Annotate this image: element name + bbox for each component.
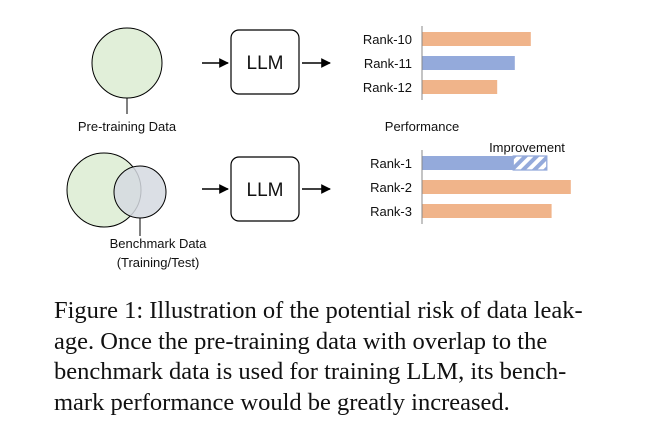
bottom-ranking-chart: Rank-1 Rank-2 Rank-3: [370, 155, 571, 219]
top-rank-bar: [422, 56, 515, 70]
caption-line-4: mark performance would be greatly increa…: [54, 388, 510, 416]
top-row: Pre-training Data LLM Rank-10Rank-11Rank…: [78, 26, 531, 134]
top-llm-label: LLM: [247, 53, 284, 74]
bottom-llm-label: LLM: [247, 180, 284, 201]
improvement-label: Improvement: [489, 140, 565, 155]
bottom-row: Benchmark Data (Training/Test) LLM Impro…: [66, 140, 571, 270]
pretraining-data-circle: [91, 27, 163, 99]
bottom-improvement-bar: [512, 155, 548, 171]
top-rank-label: Rank-11: [364, 56, 412, 71]
pretraining-data-label: Pre-training Data: [78, 119, 177, 134]
bottom-rank-label: Rank-2: [370, 180, 412, 195]
bottom-rank-label: Rank-1: [370, 156, 412, 171]
benchmark-data-sublabel: (Training/Test): [117, 255, 200, 270]
performance-label: Performance: [385, 119, 459, 134]
top-llm-box: [230, 29, 300, 95]
bottom-rank-bar: [422, 180, 571, 194]
top-rank-bar: [422, 80, 498, 94]
benchmark-data-circle: [113, 165, 167, 219]
data-leakage-diagram: Pre-training Data LLM Rank-10Rank-11Rank…: [66, 26, 571, 270]
benchmark-data-label: Benchmark Data: [110, 236, 208, 251]
caption-line-3: benchmark data is used for training LLM,…: [54, 358, 567, 385]
top-ranking-chart: Rank-10 Rank-11 Rank-12: [363, 32, 531, 95]
caption-line-1: Figure 1: Illustration of the potential …: [54, 297, 583, 324]
bottom-llm-box: [230, 156, 300, 222]
bottom-rank-label: Rank-3: [370, 204, 412, 219]
bottom-rank-bar: [422, 156, 514, 170]
caption-line-2: age. Once the pre-training data with ove…: [54, 327, 548, 355]
top-rank-label: Rank-12: [363, 80, 412, 95]
top-rank-bar: [422, 32, 531, 46]
bottom-rank-bar: [422, 204, 552, 218]
top-rank-label: Rank-10: [363, 32, 412, 47]
figure-caption: Figure 1: Illustration of the potential …: [54, 296, 614, 418]
